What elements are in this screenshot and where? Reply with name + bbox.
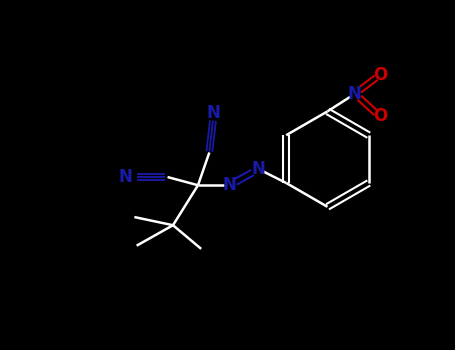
Text: O: O [373, 66, 387, 84]
Text: N: N [223, 176, 237, 194]
Text: N: N [118, 168, 132, 186]
Text: N: N [348, 85, 362, 103]
Text: O: O [373, 107, 387, 125]
Text: N: N [251, 160, 265, 178]
Text: N: N [206, 104, 220, 121]
